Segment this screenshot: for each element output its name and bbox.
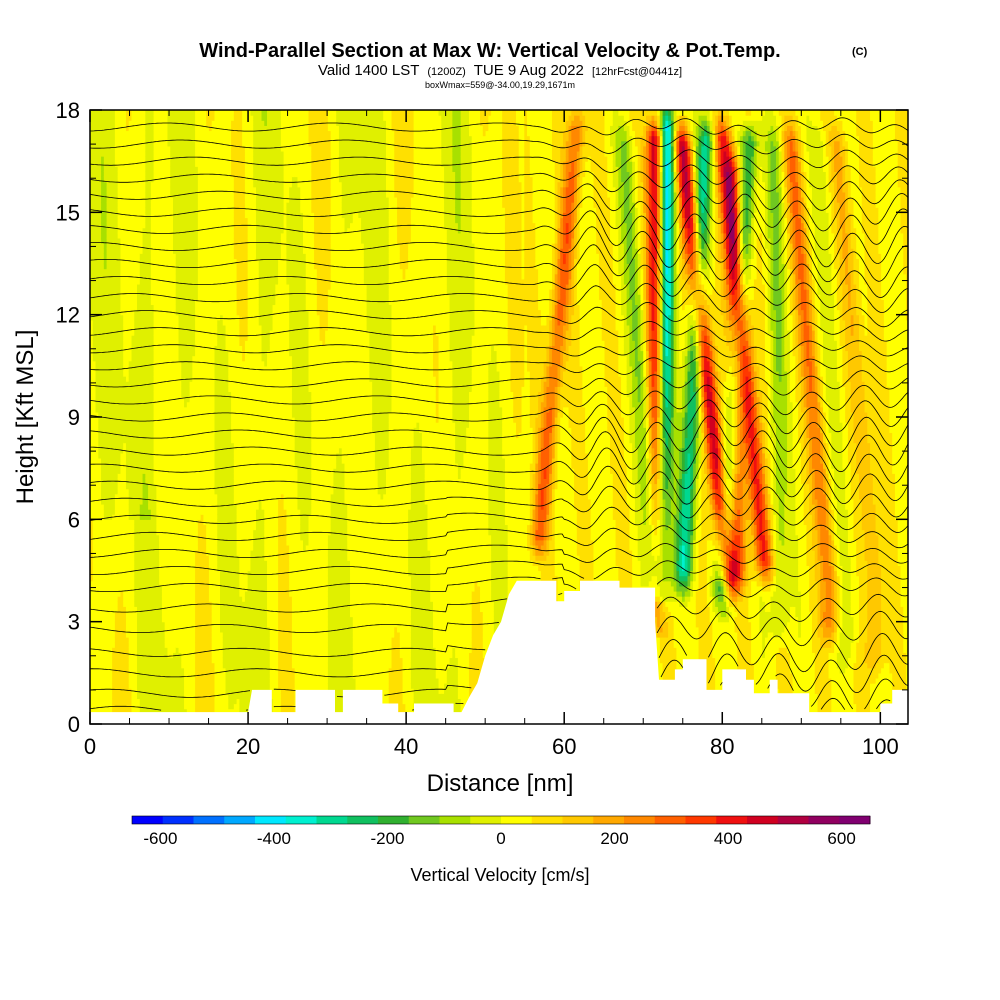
colorbar-tick-label: 400 <box>714 829 742 848</box>
colorbar-swatch <box>132 816 163 824</box>
y-tick-label: 3 <box>68 610 80 635</box>
colorbar-swatch <box>839 816 870 824</box>
x-tick-label: 20 <box>236 734 260 759</box>
colorbar-swatch <box>686 816 717 824</box>
colorbar-swatch <box>501 816 532 824</box>
chart-canvas: Wind-Parallel Section at Max W: Vertical… <box>0 0 1000 1000</box>
x-tick-label: 40 <box>394 734 418 759</box>
colorbar-swatch <box>532 816 563 824</box>
colorbar-swatch <box>378 816 409 824</box>
y-tick-label: 6 <box>68 507 80 532</box>
colorbar-swatch <box>655 816 686 824</box>
title-mark: (C) <box>852 46 868 58</box>
colorbar-swatch <box>563 816 594 824</box>
colorbar-swatch <box>778 816 809 824</box>
colorbar-swatch <box>440 816 471 824</box>
valid-utc: (1200Z) <box>427 66 466 78</box>
colorbar-tick-label: 0 <box>496 829 505 848</box>
forecast-info: [12hrFcst@0441z] <box>592 66 682 78</box>
y-tick-label: 18 <box>56 98 80 123</box>
colorbar-tick-label: -600 <box>143 829 177 848</box>
colorbar-swatch <box>716 816 747 824</box>
y-axis-label: Height [Kft MSL] <box>12 330 39 505</box>
box-info: boxWmax=559@-34.00,19.29,1671m <box>425 80 575 90</box>
colorbar-label: Vertical Velocity [cm/s] <box>410 865 589 885</box>
colorbar-swatch <box>470 816 501 824</box>
colorbar-swatch <box>409 816 440 824</box>
colorbar-tick-label: 200 <box>600 829 628 848</box>
colorbar-swatch <box>347 816 378 824</box>
colorbar-swatch <box>286 816 317 824</box>
x-tick-label: 60 <box>552 734 576 759</box>
colorbar-swatch <box>163 816 194 824</box>
colorbar-swatch <box>747 816 778 824</box>
colorbar-swatch <box>593 816 624 824</box>
y-tick-label: 12 <box>56 303 80 328</box>
colorbar-swatch <box>224 816 255 824</box>
colorbar-tick-label: -200 <box>370 829 404 848</box>
valid-prefix: Valid 1400 LST <box>318 62 419 79</box>
valid-line: Valid 1400 LST (1200Z) TUE 9 Aug 2022 [1… <box>318 62 682 79</box>
colorbar-swatch <box>255 816 286 824</box>
x-axis-label: Distance [nm] <box>427 770 574 797</box>
colorbar-swatch <box>317 816 348 824</box>
y-tick-label: 9 <box>68 405 80 430</box>
colorbar-tick-label: -400 <box>257 829 291 848</box>
x-tick-label: 0 <box>84 734 96 759</box>
x-tick-label: 80 <box>710 734 734 759</box>
y-tick-label: 0 <box>68 712 80 737</box>
y-tick-label: 15 <box>56 200 80 225</box>
colorbar-tick-label: 600 <box>827 829 855 848</box>
valid-date: TUE 9 Aug 2022 <box>474 62 584 79</box>
chart-title: Wind-Parallel Section at Max W: Vertical… <box>199 40 780 62</box>
colorbar-swatch <box>194 816 225 824</box>
colorbar-swatch <box>809 816 840 824</box>
x-tick-label: 100 <box>862 734 899 759</box>
colorbar: -600 -400 -200 0 200 400 600 <box>132 816 871 848</box>
colorbar-swatch <box>624 816 655 824</box>
